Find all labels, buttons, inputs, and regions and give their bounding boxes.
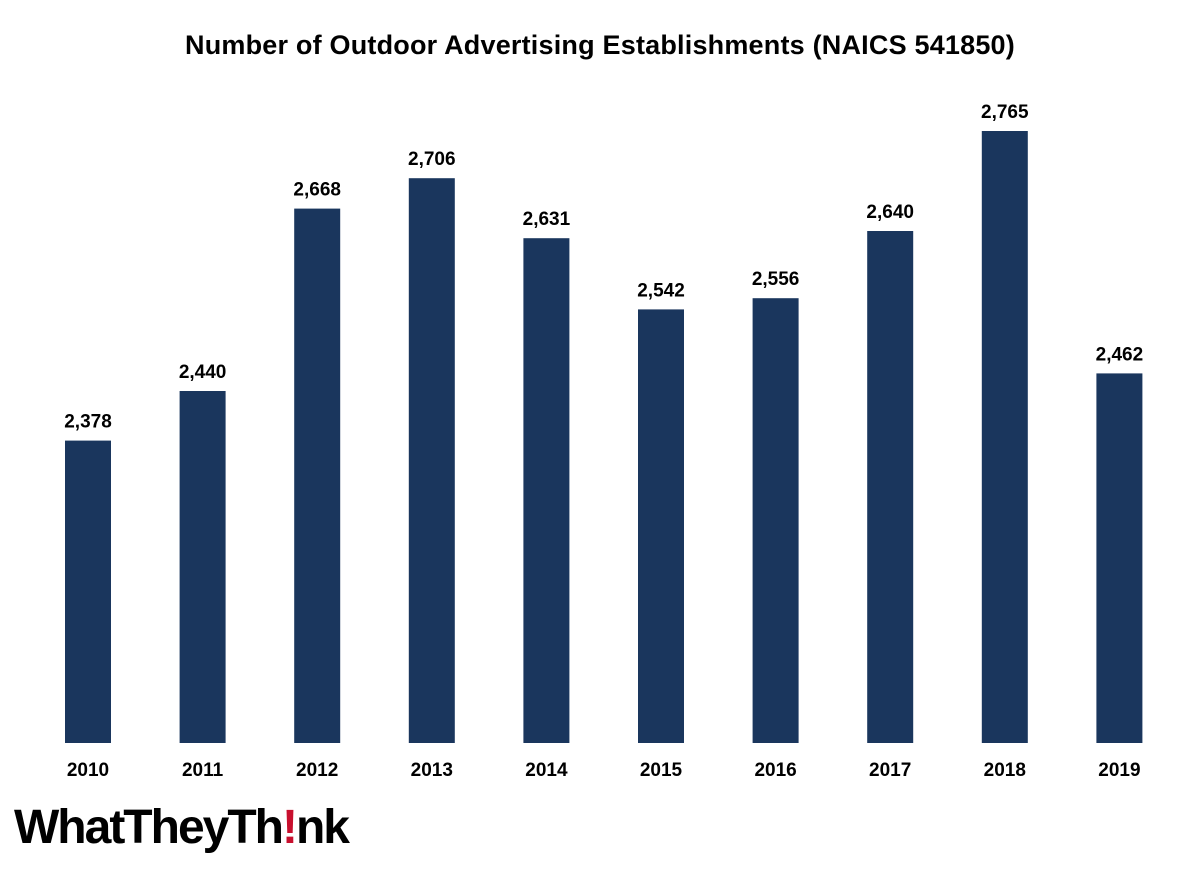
x-tick-label-2013: 2013 (411, 760, 453, 781)
bar-value-label-2011: 2,440 (179, 362, 227, 383)
x-tick-label-2019: 2019 (1098, 760, 1140, 781)
bar-value-label-2019: 2,462 (1096, 344, 1144, 365)
bar-2015 (638, 309, 684, 743)
whattheythink-logo: WhatTheyTh!nk (14, 800, 350, 855)
bar-2014 (523, 238, 570, 743)
logo-text-end: nk (295, 801, 350, 854)
logo-text-start: WhatTheyTh (14, 801, 284, 854)
bar-2010 (65, 440, 111, 743)
bar-value-label-2017: 2,640 (866, 202, 914, 223)
bar-2017 (867, 231, 914, 743)
bar-2012 (294, 208, 341, 744)
bar-2016 (752, 298, 799, 743)
bar-value-label-2013: 2,706 (408, 149, 456, 170)
bar-value-label-2010: 2,378 (64, 412, 112, 433)
bar-value-label-2015: 2,542 (637, 280, 685, 301)
x-tick-label-2015: 2015 (640, 760, 683, 781)
x-tick-label-2012: 2012 (296, 760, 338, 781)
bar-2018 (981, 131, 1028, 743)
bar-chart: 2,378 2010 2,440 2011 2,668 2012 2,706 2013 2,63… (64, 102, 1144, 781)
x-tick-label-2016: 2016 (754, 760, 796, 781)
bar-2019 (1096, 373, 1143, 743)
bar-value-label-2018: 2,765 (981, 102, 1029, 123)
bar-value-label-2016: 2,556 (752, 269, 800, 290)
logo-exclamation-mark: ! (281, 801, 298, 854)
x-tick-label-2014: 2014 (525, 760, 568, 781)
bar-value-label-2012: 2,668 (293, 180, 341, 201)
bar-2011 (179, 391, 226, 743)
x-tick-label-2011: 2011 (182, 760, 224, 781)
chart-title: Number of Outdoor Advertising Establishm… (185, 30, 1015, 60)
bar-value-label-2014: 2,631 (523, 209, 571, 230)
x-tick-label-2010: 2010 (67, 760, 109, 781)
bar-2013 (408, 178, 455, 743)
x-tick-label-2018: 2018 (984, 760, 1026, 781)
x-tick-label-2017: 2017 (869, 760, 911, 781)
